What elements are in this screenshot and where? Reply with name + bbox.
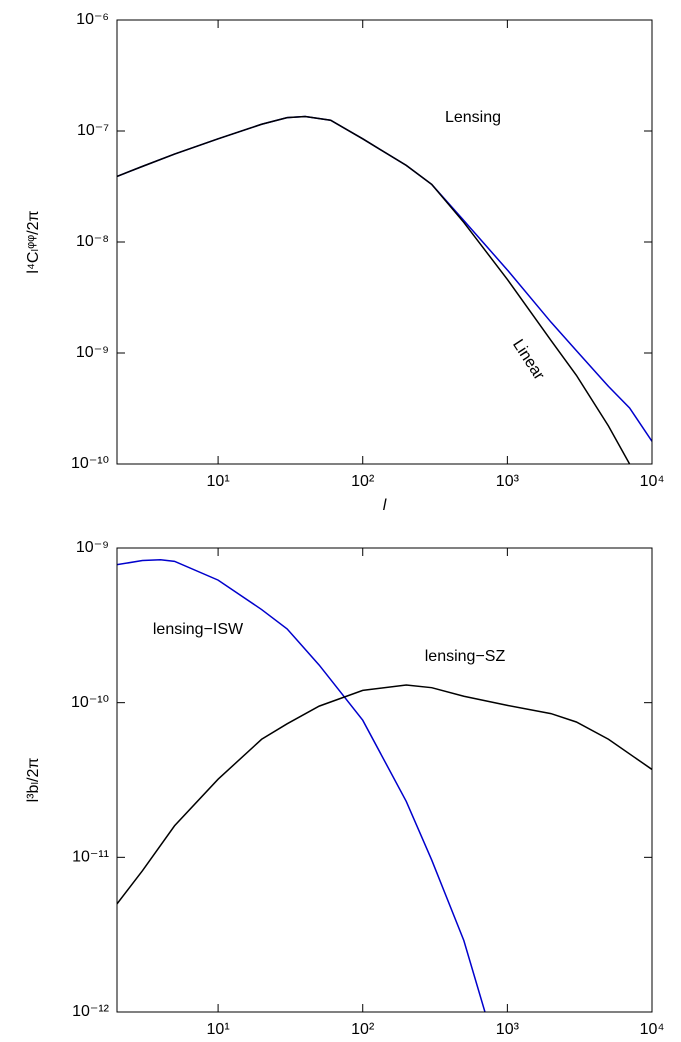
curve bbox=[117, 684, 652, 905]
y-tick-label: 10⁻¹² bbox=[72, 1003, 110, 1020]
x-tick-label: 10⁴ bbox=[640, 1021, 665, 1038]
y-tick-label: 10⁻⁹ bbox=[76, 344, 109, 361]
annotation: lensing−ISW bbox=[153, 621, 244, 638]
x-tick-label: 10¹ bbox=[207, 473, 230, 490]
y-axis-label: l⁴Cₗᵠᵠ/2π bbox=[25, 210, 42, 273]
x-axis-label: l bbox=[383, 497, 387, 514]
x-tick-label: 10² bbox=[351, 473, 375, 490]
plot-frame bbox=[116, 19, 653, 465]
x-tick-label: 10³ bbox=[496, 473, 520, 490]
y-tick-label: 10⁻⁹ bbox=[76, 539, 109, 556]
y-tick-label: 10⁻⁷ bbox=[77, 122, 109, 139]
y-axis-label: l³bₗ/2π bbox=[25, 758, 42, 803]
y-tick-label: 10⁻¹⁰ bbox=[71, 455, 109, 472]
x-tick-label: 10² bbox=[351, 1021, 375, 1038]
y-tick-label: 10⁻¹⁰ bbox=[71, 694, 109, 711]
annotation: Linear bbox=[509, 337, 548, 384]
x-tick-label: 10⁴ bbox=[640, 473, 665, 490]
y-tick-label: 10⁻⁶ bbox=[76, 11, 109, 28]
x-tick-label: 10³ bbox=[496, 1021, 520, 1038]
curve bbox=[117, 558, 486, 1012]
y-tick-label: 10⁻⁸ bbox=[76, 233, 109, 250]
plot-frame bbox=[116, 547, 653, 1013]
y-tick-label: 10⁻¹¹ bbox=[72, 849, 109, 866]
curve bbox=[117, 115, 631, 464]
annotation: Lensing bbox=[445, 109, 501, 126]
curve bbox=[117, 115, 652, 442]
annotation: lensing−SZ bbox=[425, 648, 506, 665]
x-tick-label: 10¹ bbox=[207, 1021, 230, 1038]
